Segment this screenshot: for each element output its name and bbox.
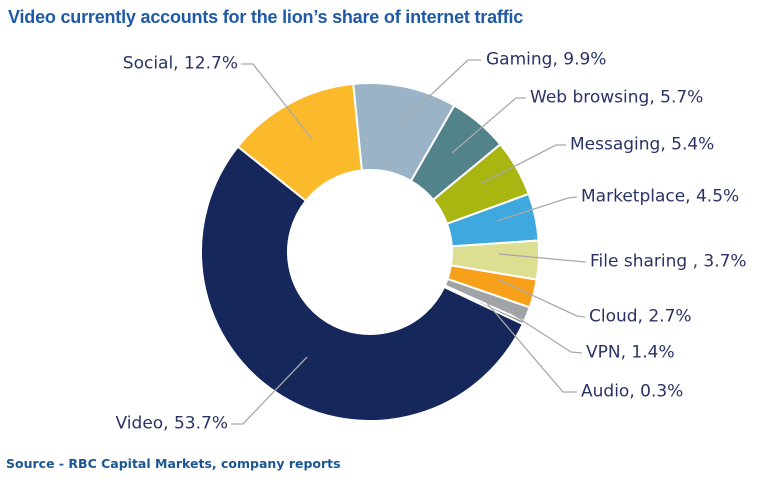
callout-label-file-sharing: File sharing , 3.7% xyxy=(590,251,747,272)
callout-label-web-browsing: Web browsing, 5.7% xyxy=(530,87,704,108)
leader-line-gaming xyxy=(399,59,481,125)
leader-line-cloud xyxy=(496,278,586,318)
callout-label-audio: Audio, 0.3% xyxy=(581,381,684,402)
leader-line-file-sharing xyxy=(498,253,587,263)
chart-title: Video currently accounts for the lion’s … xyxy=(8,7,524,27)
callout-label-messaging: Messaging, 5.4% xyxy=(570,134,715,155)
callout-label-social: Social, 12.7% xyxy=(122,53,238,74)
callout-label-video: Video, 53.7% xyxy=(115,413,228,434)
callout-label-marketplace: Marketplace, 4.5% xyxy=(581,186,740,207)
leader-line-video xyxy=(231,356,308,425)
leader-line-audio xyxy=(486,302,577,393)
leader-line-marketplace xyxy=(496,196,578,222)
leader-lines xyxy=(231,59,587,425)
callout-label-gaming: Gaming, 9.9% xyxy=(486,49,607,70)
callout-label-cloud: Cloud, 2.7% xyxy=(589,306,692,327)
leader-line-web-browsing xyxy=(451,97,526,154)
callout-label-vpn: VPN, 1.4% xyxy=(586,342,675,363)
slice-video xyxy=(200,145,524,422)
leader-line-vpn xyxy=(488,298,583,354)
donut-slices xyxy=(200,82,540,422)
source-note: Source - RBC Capital Markets, company re… xyxy=(6,456,341,471)
leader-line-social xyxy=(241,63,313,140)
slice-social xyxy=(236,82,363,202)
leader-line-messaging xyxy=(481,144,566,184)
